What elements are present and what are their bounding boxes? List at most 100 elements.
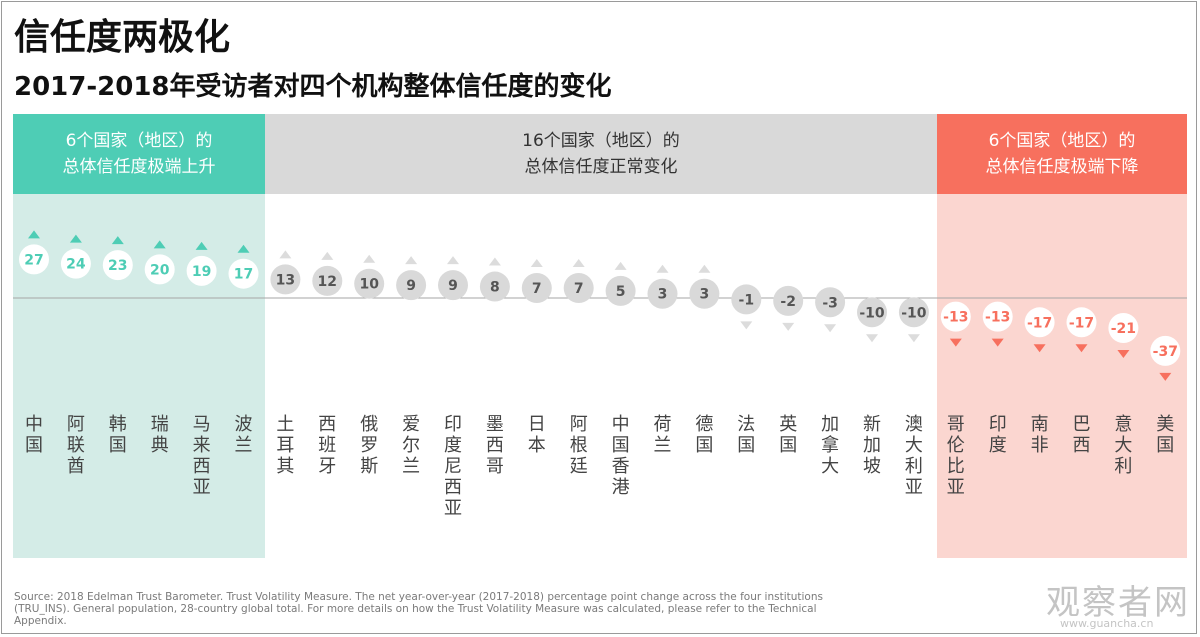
category-label: 墨 bbox=[486, 414, 504, 435]
group-rise-header: 6个国家（地区）的 总体信任度极端上升 bbox=[13, 114, 265, 194]
up-arrow-icon bbox=[405, 256, 418, 265]
up-arrow-icon bbox=[488, 257, 501, 266]
category-label: 土 bbox=[276, 414, 294, 435]
data-point bbox=[898, 297, 929, 328]
watermark: 观察者网 bbox=[1046, 583, 1190, 623]
data-label: 10 bbox=[359, 277, 379, 293]
category-label: 酋 bbox=[67, 456, 85, 477]
category-label: 国 bbox=[1156, 435, 1174, 456]
group-fall-line1: 6个国家（地区）的 bbox=[988, 131, 1136, 151]
down-arrow-icon bbox=[782, 322, 795, 331]
group-normal-band: 16个国家（地区）的 总体信任度正常变化 bbox=[265, 114, 937, 558]
category-label: 伦 bbox=[947, 435, 965, 456]
category-label: 阿 bbox=[570, 414, 588, 435]
group-rise-line2: 总体信任度极端上升 bbox=[62, 157, 216, 177]
up-arrow-icon bbox=[321, 251, 334, 260]
down-arrow-icon bbox=[824, 324, 837, 333]
up-arrow-icon bbox=[111, 236, 124, 245]
down-arrow-icon bbox=[949, 338, 962, 347]
data-label: 3 bbox=[700, 287, 710, 303]
data-label: 3 bbox=[658, 287, 668, 303]
data-label: -17 bbox=[1069, 315, 1094, 331]
data-point bbox=[1150, 335, 1181, 366]
group-fall-line2: 总体信任度极端下降 bbox=[985, 157, 1139, 177]
data-point bbox=[647, 278, 678, 309]
data-point bbox=[940, 301, 971, 332]
group-normal-header: 16个国家（地区）的 总体信任度正常变化 bbox=[265, 114, 937, 194]
category-label: 西 bbox=[193, 456, 211, 477]
category-label: 美 bbox=[1156, 414, 1174, 435]
data-point bbox=[563, 272, 594, 303]
data-point bbox=[228, 258, 259, 289]
up-arrow-icon bbox=[572, 258, 585, 267]
data-point bbox=[815, 287, 846, 318]
category-label: 西 bbox=[486, 435, 504, 456]
category-label: 国 bbox=[779, 435, 797, 456]
category-label: 亚 bbox=[905, 477, 923, 498]
category-label: 日 bbox=[528, 414, 546, 435]
data-point bbox=[102, 250, 133, 281]
data-point bbox=[60, 248, 91, 279]
category-label: 加 bbox=[863, 435, 881, 456]
category-label: 中 bbox=[612, 414, 630, 435]
down-arrow-icon bbox=[740, 321, 753, 330]
category-label: 西 bbox=[1073, 435, 1091, 456]
category-label: 国 bbox=[737, 435, 755, 456]
up-arrow-icon bbox=[656, 264, 669, 273]
up-arrow-icon bbox=[279, 250, 292, 259]
category-label: 国 bbox=[25, 435, 43, 456]
category-label: 坡 bbox=[863, 456, 881, 477]
data-point bbox=[1108, 313, 1139, 344]
category-label: 拿 bbox=[821, 434, 839, 456]
category-label: 印 bbox=[444, 414, 462, 435]
category-label: 亚 bbox=[193, 477, 211, 498]
data-point bbox=[857, 297, 887, 328]
category-label: 香 bbox=[612, 456, 630, 477]
category-label: 西 bbox=[444, 477, 462, 498]
category-label: 本 bbox=[528, 435, 546, 456]
group-rise-band: 6个国家（地区）的 总体信任度极端上升 bbox=[13, 114, 265, 558]
up-arrow-icon bbox=[237, 244, 250, 253]
down-arrow-icon bbox=[1075, 344, 1088, 353]
data-label: -3 bbox=[822, 295, 838, 311]
category-label: 德 bbox=[695, 414, 713, 435]
category-label: 英 bbox=[779, 414, 797, 435]
category-label: 利 bbox=[905, 456, 923, 477]
category-label: 利 bbox=[1114, 456, 1132, 477]
group-normal-line1: 16个国家（地区）的 bbox=[522, 131, 680, 151]
category-label: 非 bbox=[1031, 435, 1049, 456]
category-label: 巴 bbox=[1073, 414, 1091, 435]
data-label: 9 bbox=[448, 278, 458, 294]
up-arrow-icon bbox=[195, 241, 208, 250]
page-subtitle: 2017-2018年受访者对四个机构整体信任度的变化 bbox=[14, 72, 612, 102]
data-label: -13 bbox=[943, 310, 968, 326]
category-label: 国 bbox=[612, 435, 630, 456]
data-point bbox=[354, 268, 385, 299]
data-point bbox=[144, 254, 175, 285]
down-arrow-icon bbox=[907, 334, 920, 343]
category-label: 港 bbox=[612, 477, 630, 498]
data-label: 9 bbox=[406, 278, 416, 294]
data-point bbox=[438, 270, 468, 301]
data-point bbox=[19, 244, 49, 275]
category-label: 哥 bbox=[486, 456, 504, 477]
data-label: 20 bbox=[150, 262, 170, 278]
data-label: 17 bbox=[234, 267, 253, 283]
source-note: Source: 2018 Edelman Trust Barometer. Tr… bbox=[14, 591, 823, 627]
data-label: 5 bbox=[616, 284, 626, 300]
data-point bbox=[270, 264, 301, 295]
data-label: -10 bbox=[901, 305, 927, 321]
data-label: 7 bbox=[532, 281, 542, 297]
up-arrow-icon bbox=[69, 234, 82, 243]
up-arrow-icon bbox=[363, 254, 376, 263]
category-label: 新 bbox=[863, 414, 881, 435]
category-label: 尼 bbox=[444, 456, 462, 477]
category-label: 哥 bbox=[947, 414, 965, 435]
page-title: 信任度两极化 bbox=[14, 17, 231, 58]
category-label: 国 bbox=[109, 435, 127, 456]
data-label: -10 bbox=[859, 305, 885, 321]
data-point bbox=[731, 284, 762, 315]
down-arrow-icon bbox=[1117, 350, 1130, 359]
category-label: 大 bbox=[821, 456, 839, 477]
